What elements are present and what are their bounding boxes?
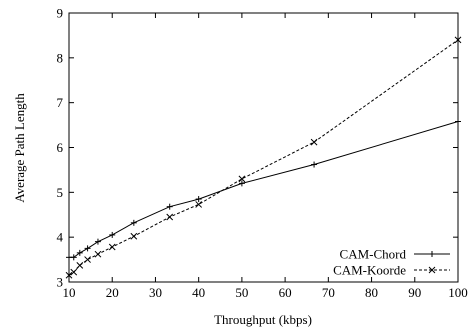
y-tick-label: 5 <box>57 185 64 200</box>
axis-ticks: 10 20 30 40 50 60 70 80 90 100 3 4 5 6 7 8 9 <box>57 6 468 301</box>
data-point-series-2 <box>108 243 116 251</box>
data-point-series-1 <box>70 254 77 261</box>
x-tick-label: 30 <box>149 285 162 300</box>
legend-label-2: CAM-Koorde <box>333 263 406 278</box>
data-point-series-1 <box>455 118 461 125</box>
data-point-series-1 <box>94 238 101 245</box>
x-tick-label: 10 <box>63 285 76 300</box>
series-line-1 <box>69 121 459 258</box>
data-point-series-2 <box>76 262 84 269</box>
data-point-series-2 <box>94 250 102 258</box>
data-point-series-2 <box>70 268 78 276</box>
x-tick-label: 100 <box>448 285 468 300</box>
y-axis-label: Average Path Length <box>12 93 27 203</box>
data-point-series-1 <box>311 161 318 168</box>
data-point-series-2 <box>84 256 91 263</box>
y-tick-label: 9 <box>57 6 64 21</box>
data-point-series-2 <box>166 213 174 221</box>
data-point-series-1 <box>84 245 91 252</box>
y-tick-label: 3 <box>57 275 64 290</box>
series-group <box>65 36 462 279</box>
x-tick-label: 80 <box>365 285 378 300</box>
x-tick-label: 70 <box>322 285 335 300</box>
legend-marker-1 <box>429 251 435 257</box>
data-point-series-2 <box>65 271 73 279</box>
x-axis-label: Throughput (kbps) <box>214 312 312 327</box>
data-point-series-2 <box>310 138 318 146</box>
data-point-series-1 <box>130 219 137 226</box>
plot-area <box>68 12 459 283</box>
data-point-series-2 <box>130 232 138 240</box>
x-tick-label: 40 <box>192 285 205 300</box>
data-point-series-1 <box>166 203 173 210</box>
data-point-series-2 <box>454 36 462 44</box>
y-tick-label: 7 <box>57 95 64 110</box>
y-tick-label: 8 <box>57 50 64 65</box>
y-tick-label: 6 <box>57 140 64 155</box>
data-point-series-1 <box>195 196 202 203</box>
data-point-series-1 <box>109 231 116 238</box>
series-line-2 <box>68 39 459 276</box>
legend-label-1: CAM-Chord <box>340 247 407 262</box>
x-tick-label: 20 <box>106 285 119 300</box>
x-tick-label: 50 <box>235 285 248 300</box>
y-tick-label: 4 <box>57 230 64 245</box>
data-point-series-2 <box>238 175 246 183</box>
x-tick-label: 90 <box>408 285 421 300</box>
plot-frame <box>68 12 459 283</box>
data-point-series-1 <box>238 180 245 187</box>
legend-marker-2 <box>428 266 436 274</box>
x-tick-label: 60 <box>279 285 292 300</box>
data-point-series-2 <box>195 201 203 208</box>
data-point-series-1 <box>76 249 83 256</box>
